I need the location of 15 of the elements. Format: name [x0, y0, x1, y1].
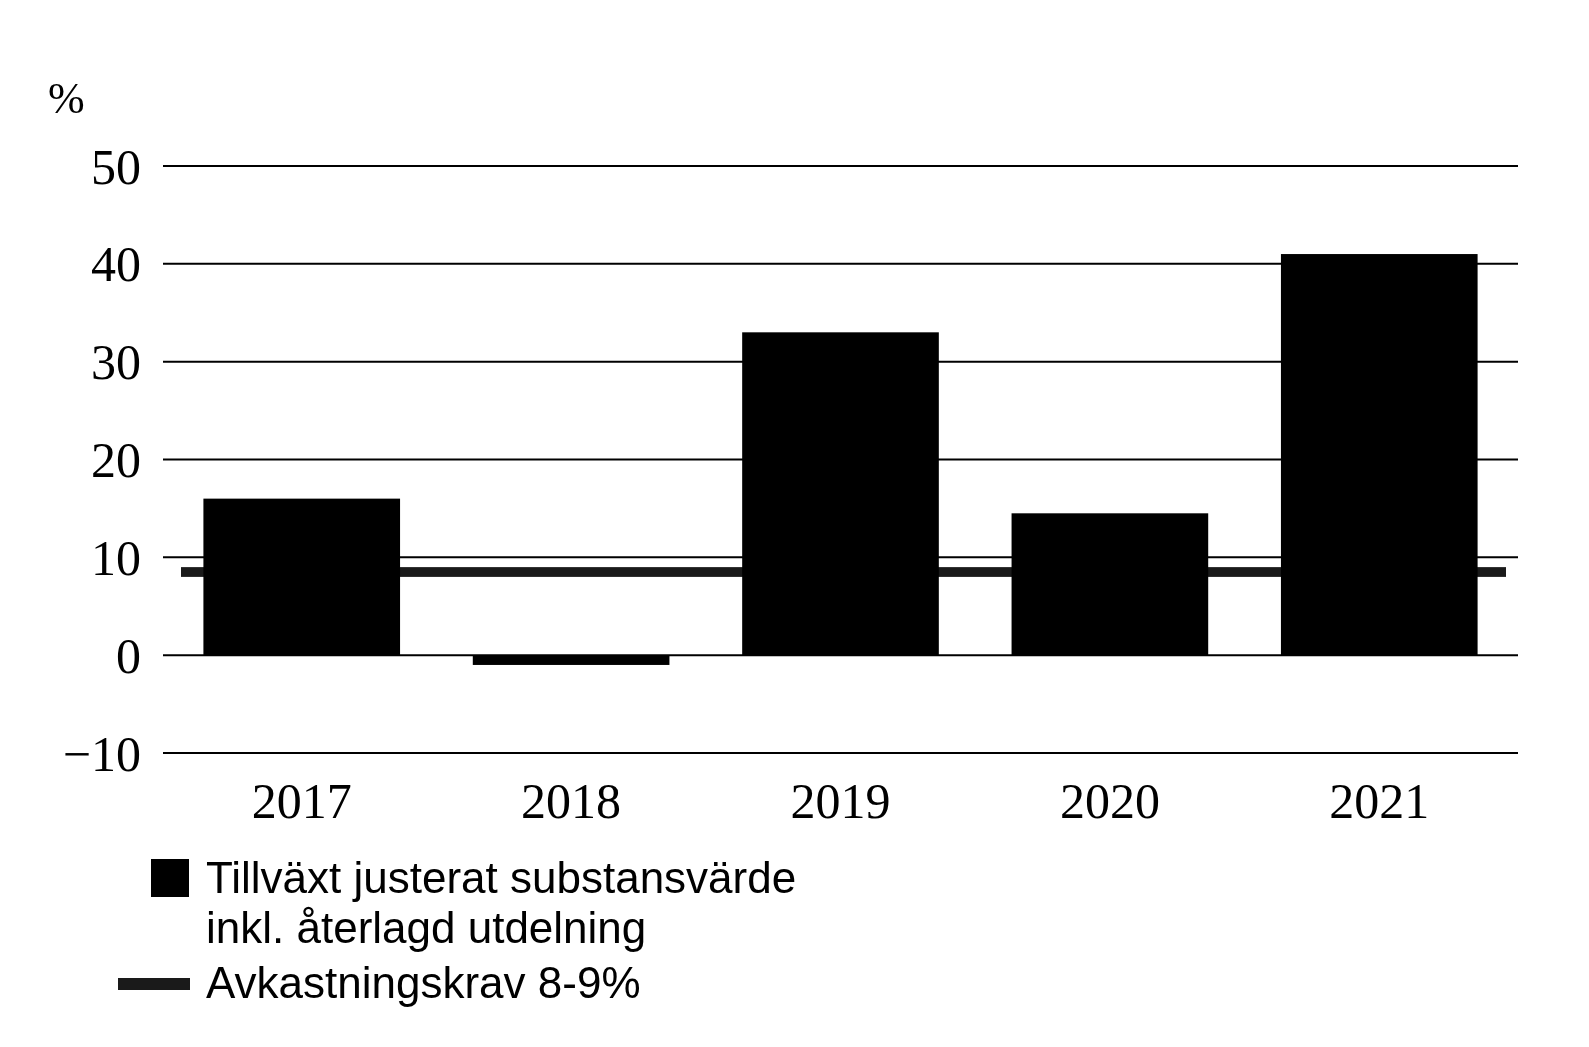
x-tick-label: 2021 [1329, 773, 1430, 829]
y-tick-label: 20 [91, 432, 141, 488]
y-tick-label: 50 [91, 138, 141, 195]
y-axis-title: % [48, 74, 85, 123]
x-tick-label: 2017 [251, 773, 352, 829]
x-tick-label: 2018 [521, 773, 622, 829]
x-tick-label: 2019 [790, 773, 891, 829]
y-tick-label: 0 [116, 627, 141, 684]
y-tick-label: 30 [91, 334, 141, 391]
legend-label: Tillväxt justerat substansvärde inkl. återlagd utdelning [206, 853, 797, 952]
x-tick-label: 2020 [1059, 773, 1160, 829]
y-tick-label: −10 [62, 725, 141, 782]
y-tick-label: 40 [91, 236, 141, 293]
y-tick-label: 10 [91, 529, 141, 586]
legend-label: Avkastningskrav 8-9% [206, 958, 641, 1007]
